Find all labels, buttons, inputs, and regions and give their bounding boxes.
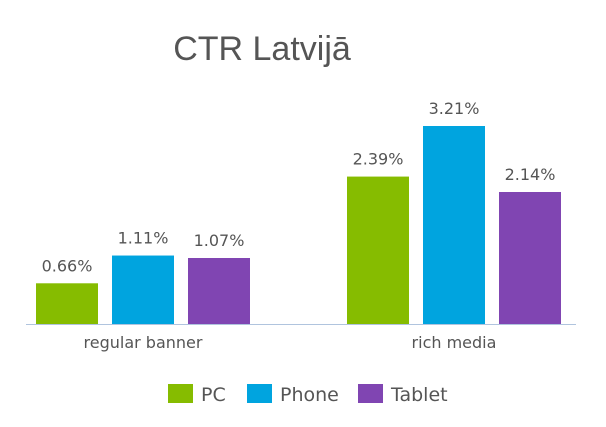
bars-layer	[36, 126, 561, 324]
legend-label-pc[interactable]: PC	[201, 384, 226, 406]
data-label-regular-banner-pc: 0.66%	[42, 256, 93, 275]
chart-title: CTR Latvijā	[173, 30, 351, 68]
legend-label-tablet[interactable]: Tablet	[390, 384, 448, 406]
legend-swatch-tablet[interactable]	[358, 384, 383, 403]
bar-regular-banner-tablet	[188, 258, 250, 324]
legend-swatch-phone[interactable]	[247, 384, 272, 403]
category-label-regular-banner: regular banner	[84, 333, 203, 352]
data-label-rich-media-pc: 2.39%	[353, 150, 404, 169]
category-label-rich-media: rich media	[412, 333, 497, 352]
bar-regular-banner-phone	[112, 255, 174, 324]
bar-rich-media-phone	[423, 126, 485, 324]
category-labels-layer: regular banner rich media	[84, 333, 497, 352]
data-labels-layer: 0.66% 1.11% 1.07% 2.39% 3.21% 2.14%	[42, 99, 556, 275]
legend-swatch-pc[interactable]	[168, 384, 193, 403]
data-label-rich-media-tablet: 2.14%	[505, 165, 556, 184]
data-label-rich-media-phone: 3.21%	[429, 99, 480, 118]
bar-regular-banner-pc	[36, 283, 98, 324]
bar-rich-media-tablet	[499, 192, 561, 324]
data-label-regular-banner-tablet: 1.07%	[194, 231, 245, 250]
bar-rich-media-pc	[347, 176, 409, 324]
data-label-regular-banner-phone: 1.11%	[118, 229, 169, 248]
legend-label-phone[interactable]: Phone	[280, 384, 339, 406]
legend: PC Phone Tablet	[168, 384, 448, 406]
